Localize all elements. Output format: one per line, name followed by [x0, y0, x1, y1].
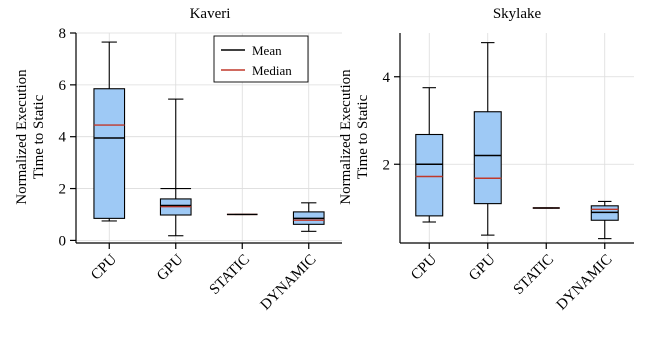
box-cpu: [93, 41, 126, 222]
y-tick-label-4: 8: [59, 26, 67, 42]
x-tick-label-static: STATIC: [511, 252, 557, 298]
box-gpu: [473, 42, 502, 236]
y-tick-label-1: 4: [383, 70, 391, 86]
legend-label-median: Median: [252, 63, 292, 78]
y-axis-label: Normalized Execution Time to Static: [14, 69, 47, 205]
y-axis-label-line-1: Normalized Execution: [338, 69, 354, 205]
chart-skylake: Skylake Normalized Execution Time to Sta…: [338, 6, 634, 314]
y-tick-label-3: 6: [59, 78, 67, 94]
box-dynamic: [292, 202, 325, 232]
box-gpu: [159, 98, 192, 237]
chart-title: Kaveri: [190, 6, 231, 22]
axes: [70, 32, 342, 249]
y-tick-labels: 0 2 4 6 8: [59, 26, 67, 249]
box-iqr: [93, 88, 126, 219]
y-tick-label-0: 2: [383, 157, 391, 173]
y-axis-label-line-2: Time to Static: [355, 94, 371, 179]
x-tick-label-gpu: GPU: [466, 251, 499, 284]
y-tick-label-2: 4: [59, 130, 67, 146]
y-tick-label-0: 0: [59, 233, 67, 249]
y-axis-label-line-2: Time to Static: [31, 94, 47, 179]
axes: [394, 33, 634, 249]
x-tick-label-cpu: CPU: [408, 251, 440, 283]
chart-title: Skylake: [493, 6, 542, 22]
x-tick-label-dynamic: DYNAMIC: [554, 252, 616, 314]
y-tick-label-1: 2: [59, 182, 67, 198]
x-tick-label-dynamic: DYNAMIC: [258, 252, 320, 314]
box-iqr: [415, 133, 444, 217]
x-tick-label-static: STATIC: [207, 252, 253, 298]
legend: Mean Median: [213, 35, 309, 83]
y-axis-label: Normalized Execution Time to Static: [338, 69, 371, 205]
y-axis-label-line-1: Normalized Execution: [14, 69, 30, 205]
chart-kaveri: Kaveri Normalized Execution Time to Stat…: [14, 6, 342, 314]
box-series: [415, 42, 619, 240]
x-tick-label-cpu: CPU: [88, 251, 120, 283]
box-iqr: [473, 111, 502, 205]
box-cpu: [415, 87, 444, 223]
legend-label-mean: Mean: [252, 43, 282, 58]
box-dynamic: [590, 200, 619, 240]
box-series: [93, 41, 325, 237]
x-tick-label-gpu: GPU: [154, 251, 187, 284]
legend-frame: [213, 35, 309, 83]
y-tick-labels: 24: [383, 70, 391, 174]
